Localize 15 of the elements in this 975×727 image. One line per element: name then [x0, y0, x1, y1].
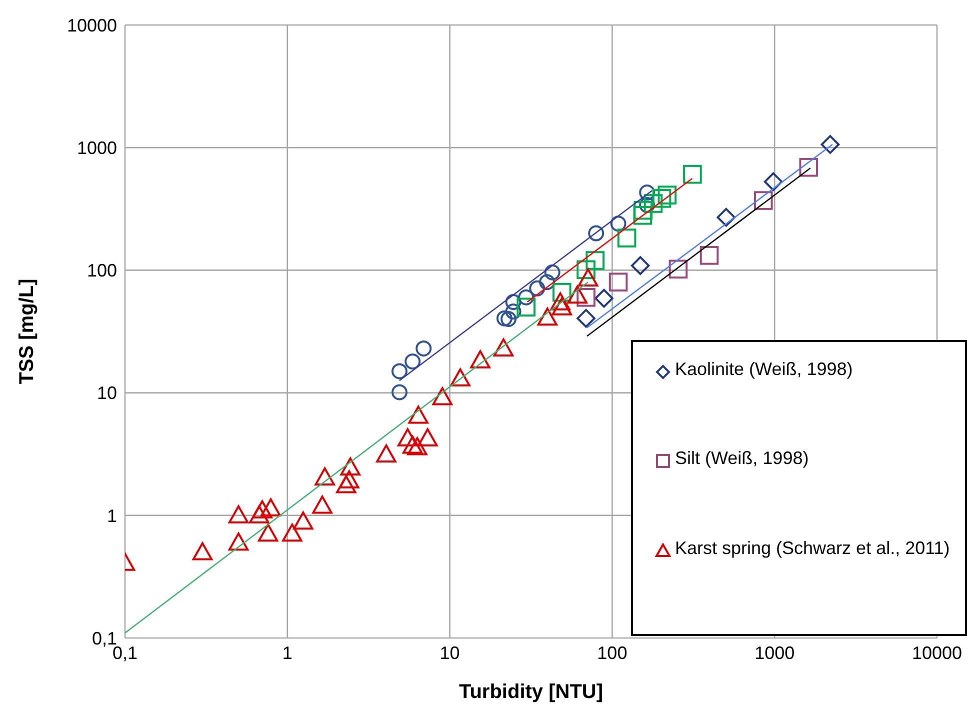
- x-axis-title: Turbidity [NTU]: [458, 681, 604, 703]
- legend-label: Karst spring (Schwarz et al., 2011): [675, 536, 950, 560]
- x-tick-label: 1000: [754, 642, 795, 663]
- y-axis-title: TSS [mg/L]: [16, 278, 38, 384]
- y-tick-label: 10: [96, 383, 117, 404]
- legend-label: Silt (Weiß, 1998): [675, 447, 809, 470]
- y-tick-label: 10000: [66, 15, 117, 36]
- legend-label: Kaolinite (Weiß, 1998): [675, 358, 853, 381]
- y-tick-label: 1000: [76, 138, 117, 158]
- x-tick-label: 10000: [912, 642, 962, 663]
- y-tick-label: 1: [106, 506, 117, 526]
- x-tick-label: 10: [440, 642, 460, 663]
- x-tick-label: 1: [282, 642, 292, 663]
- x-tick-label: 100: [597, 642, 628, 663]
- y-tick-label: 100: [86, 260, 117, 281]
